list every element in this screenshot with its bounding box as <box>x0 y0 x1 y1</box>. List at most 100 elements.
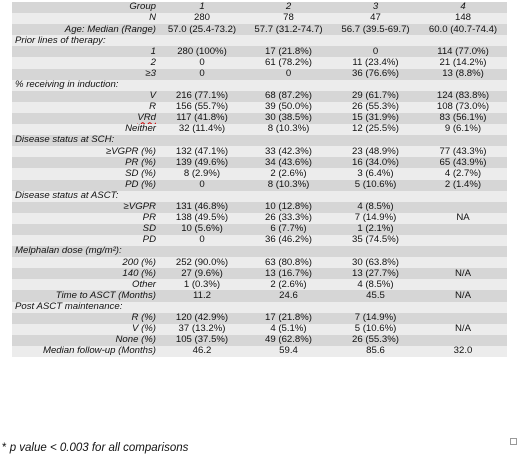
row-label: PD <box>12 234 159 247</box>
table-cell: 85.6 <box>332 345 419 357</box>
table-row: N 280 78 47 148 <box>12 13 507 25</box>
table-row: VRd 117 (41.8%) 30 (38.5%) 15 (31.9%) 83 (56… <box>12 112 507 125</box>
table-cell: 138 (49.5%) <box>159 212 245 224</box>
table-cell: 35 (74.5%) <box>332 234 419 247</box>
table-cell <box>419 279 507 291</box>
row-label: VRd <box>12 112 159 125</box>
table-row: Age: Median (Range) 57.0 (25.4-73.2) 57.7 … <box>12 24 507 36</box>
table-row: PD (%) 0 8 (10.3%) 5 (10.6%) 2 (1.4%) <box>12 179 507 191</box>
table-cell: 30 (63.8%) <box>332 257 419 269</box>
table-cell <box>245 35 332 47</box>
table-cell: NA <box>419 212 507 224</box>
table-row: Disease status at ASCT: <box>12 190 507 202</box>
table-cell: 9 (6.1%) <box>419 124 507 136</box>
table-cell: N/A <box>419 323 507 335</box>
table-cell: 15 (31.9%) <box>332 112 419 125</box>
table-cell <box>419 35 507 47</box>
table-cell <box>419 312 507 324</box>
table-cell <box>332 301 419 313</box>
table-cell <box>245 190 332 202</box>
table-cell <box>245 79 332 91</box>
table-cell: 12 (25.5%) <box>332 124 419 136</box>
table-row: PD 0 36 (46.2%) 35 (74.5%) <box>12 234 507 247</box>
column-header-group-2: 2 <box>245 2 332 14</box>
table-cell: 17 (21.8%) <box>245 46 332 58</box>
table-cell: 8 (10.3%) <box>245 124 332 136</box>
row-label: Post ASCT maintenance: <box>12 301 159 313</box>
table-cell: 26 (33.3%) <box>245 212 332 224</box>
table-cell: 78 <box>245 13 332 25</box>
table-cell: 33 (42.3%) <box>245 146 332 158</box>
table-row: Disease status at SCH: <box>12 135 507 147</box>
resize-handle[interactable] <box>510 438 517 445</box>
table-row: V (%) 37 (13.2%) 4 (5.1%) 5 (10.6%) N/A <box>12 323 507 335</box>
table-cell: 24.6 <box>245 290 332 302</box>
table-cell: 2 (2.6%) <box>245 279 332 291</box>
table-cell: 47 <box>332 13 419 25</box>
table-cell: 29 (61.7%) <box>332 90 419 102</box>
table-cell: 4 (8.5%) <box>332 201 419 213</box>
row-label: Disease status at SCH: <box>12 135 159 147</box>
table-row: ≥VGPR 131 (46.8%) 10 (12.8%) 4 (8.5%) <box>12 201 507 213</box>
table-cell <box>159 246 245 258</box>
row-label: PR (%) <box>12 157 159 169</box>
row-label: V <box>12 90 159 102</box>
row-label: PR <box>12 212 159 224</box>
table-cell <box>159 135 245 147</box>
table-cell: 57.0 (25.4-73.2) <box>159 24 245 36</box>
table-row: SD 10 (5.6%) 6 (7.7%) 1 (2.1%) <box>12 223 507 235</box>
row-label: N <box>12 13 159 25</box>
table-row: ≥3 0 0 36 (76.6%) 13 (8.8%) <box>12 68 507 80</box>
table-cell: 83 (56.1%) <box>419 112 507 125</box>
table-cell: 117 (41.8%) <box>159 112 245 125</box>
table-cell: 57.7 (31.2-74.7) <box>245 24 332 36</box>
table-cell: 105 (37.5%) <box>159 334 245 346</box>
table-cell: 4 (5.1%) <box>245 323 332 335</box>
table-cell: 46.2 <box>159 345 245 357</box>
table-cell: 37 (13.2%) <box>159 323 245 335</box>
column-header-group-4: 4 <box>419 2 507 14</box>
table-cell <box>332 190 419 202</box>
table-cell: 280 (100%) <box>159 46 245 58</box>
footnote-text: p value < 0.003 for all comparisons <box>9 442 189 454</box>
table-cell: 252 (90.0%) <box>159 257 245 269</box>
row-label: ≥3 <box>12 68 159 80</box>
table-cell <box>419 201 507 213</box>
table-cell: 30 (38.5%) <box>245 112 332 125</box>
table-cell: 60.0 (40.7-74.4) <box>419 24 507 36</box>
table-row: PR 138 (49.5%) 26 (33.3%) 7 (14.9%) NA <box>12 212 507 224</box>
header-row: Group 1 2 3 4 <box>12 2 507 14</box>
table-cell: 10 (12.8%) <box>245 201 332 213</box>
table-cell: 0 <box>159 68 245 80</box>
table-cell: 36 (46.2%) <box>245 234 332 247</box>
table-cell: 3 (6.4%) <box>332 168 419 180</box>
row-label: 2 <box>12 57 159 69</box>
table-cell <box>419 301 507 313</box>
table-row: Time to ASCT (Months) 11.2 24.6 45.5 N/A <box>12 290 507 302</box>
table-cell <box>332 246 419 258</box>
table-cell: 4 (8.5%) <box>332 279 419 291</box>
table-row: SD (%) 8 (2.9%) 2 (2.6%) 3 (6.4%) 4 (2.7%) <box>12 168 507 180</box>
table-cell <box>419 79 507 91</box>
table-cell: 0 <box>159 57 245 69</box>
table-row: V 216 (77.1%) 68 (87.2%) 29 (61.7%) 124 (83.… <box>12 90 507 102</box>
table-cell: 8 (2.9%) <box>159 168 245 180</box>
table-cell: 32 (11.4%) <box>159 124 245 136</box>
table-cell: 5 (10.6%) <box>332 323 419 335</box>
table-cell: 2 (2.6%) <box>245 168 332 180</box>
row-label: 1 <box>12 46 159 58</box>
table-cell: 156 (55.7%) <box>159 101 245 113</box>
table-cell: N/A <box>419 268 507 280</box>
table-cell: 5 (10.6%) <box>332 179 419 191</box>
baseline-characteristics-table: Group 1 2 3 4 N 280 78 47 148 Age: Median (Range) 5… <box>12 2 507 357</box>
table-cell: 148 <box>419 13 507 25</box>
table-cell <box>419 334 507 346</box>
table-cell: 1 (0.3%) <box>159 279 245 291</box>
footnote: * p value < 0.003 for all comparisons <box>2 442 188 454</box>
row-label: R <box>12 101 159 113</box>
table-row: 140 (%) 27 (9.6%) 13 (16.7%) 13 (27.7%) N/A <box>12 268 507 280</box>
row-label: Median follow-up (Months) <box>12 345 159 357</box>
table-row: None (%) 105 (37.5%) 49 (62.8%) 26 (55.3%) <box>12 334 507 346</box>
table-cell: 11.2 <box>159 290 245 302</box>
table-cell <box>332 79 419 91</box>
